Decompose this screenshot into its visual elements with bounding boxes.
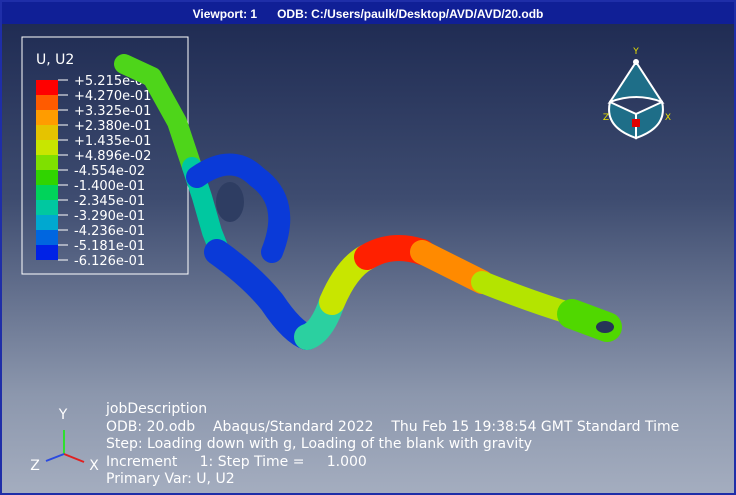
triad-y: Y: [632, 47, 639, 57]
model: [114, 54, 622, 350]
legend-swatch: [36, 245, 58, 260]
triad-dot: [633, 59, 639, 65]
legend: +5.215e-01+4.270e-01+3.325e-01+2.380e-01…: [36, 74, 151, 269]
legend-swatch: [36, 110, 58, 125]
legend-label: +3.325e-01: [74, 104, 151, 119]
axis-x: [63, 453, 85, 463]
axis-z-label: Z: [30, 458, 40, 474]
legend-label: +2.380e-01: [74, 119, 151, 134]
legend-label: -5.181e-01: [74, 239, 145, 254]
info-line: jobDescription: [106, 401, 208, 417]
hole: [216, 182, 244, 222]
info-line: Primary Var: U, U2: [106, 471, 235, 487]
hole: [596, 321, 614, 333]
triad-x: X: [665, 113, 671, 123]
odb-path: ODB: C:/Users/paulk/Desktop/AVD/AVD/20.o…: [277, 7, 544, 21]
axis-y-label: Y: [58, 407, 68, 423]
legend-swatch: [36, 185, 58, 200]
legend-swatch: [36, 200, 58, 215]
legend-label: -2.345e-01: [74, 194, 145, 209]
legend-swatch: [36, 125, 58, 140]
legend-label: +4.270e-01: [74, 89, 151, 104]
info-line: Step: Loading down with g, Loading of th…: [106, 436, 533, 452]
title-bar: Viewport: 1 ODB: C:/Users/paulk/Desktop/A…: [2, 2, 734, 24]
legend-swatch: [36, 80, 58, 95]
legend-label: -6.126e-01: [74, 254, 145, 269]
triad-origin: [632, 119, 640, 127]
viewport-label: Viewport: 1: [192, 7, 258, 21]
triad-face: [635, 100, 664, 140]
legend-swatch: [36, 140, 58, 155]
legend-swatch: [36, 155, 58, 170]
legend-swatch: [36, 215, 58, 230]
axis-triad: Y Z X: [30, 407, 99, 474]
info-line: Increment 1: Step Time = 1.000: [106, 453, 367, 470]
part-segment: [186, 153, 291, 263]
axis-x-label: X: [89, 458, 99, 474]
legend-label: -3.290e-01: [74, 209, 145, 224]
triad-face: [608, 100, 637, 140]
legend-title: U, U2: [36, 52, 74, 68]
part-segment: [204, 239, 320, 350]
legend-label: -4.554e-02: [74, 164, 145, 179]
legend-label: -4.236e-01: [74, 224, 145, 239]
part-segment: [114, 54, 202, 177]
view-triad: Y Z X: [603, 47, 671, 140]
legend-label: +4.896e-02: [74, 149, 151, 164]
triad-face: [607, 60, 665, 105]
legend-swatch: [36, 170, 58, 185]
legend-swatch: [36, 95, 58, 110]
info-line: ODB: 20.odb Abaqus/Standard 2022 Thu Feb…: [106, 418, 680, 435]
triad-z: Z: [603, 113, 609, 123]
axis-z: [45, 453, 65, 462]
info-block: jobDescription ODB: 20.odb Abaqus/Standar…: [106, 401, 679, 489]
legend-label: +1.435e-01: [74, 134, 151, 149]
legend-swatch: [36, 230, 58, 245]
legend-label: -1.400e-01: [74, 179, 145, 194]
